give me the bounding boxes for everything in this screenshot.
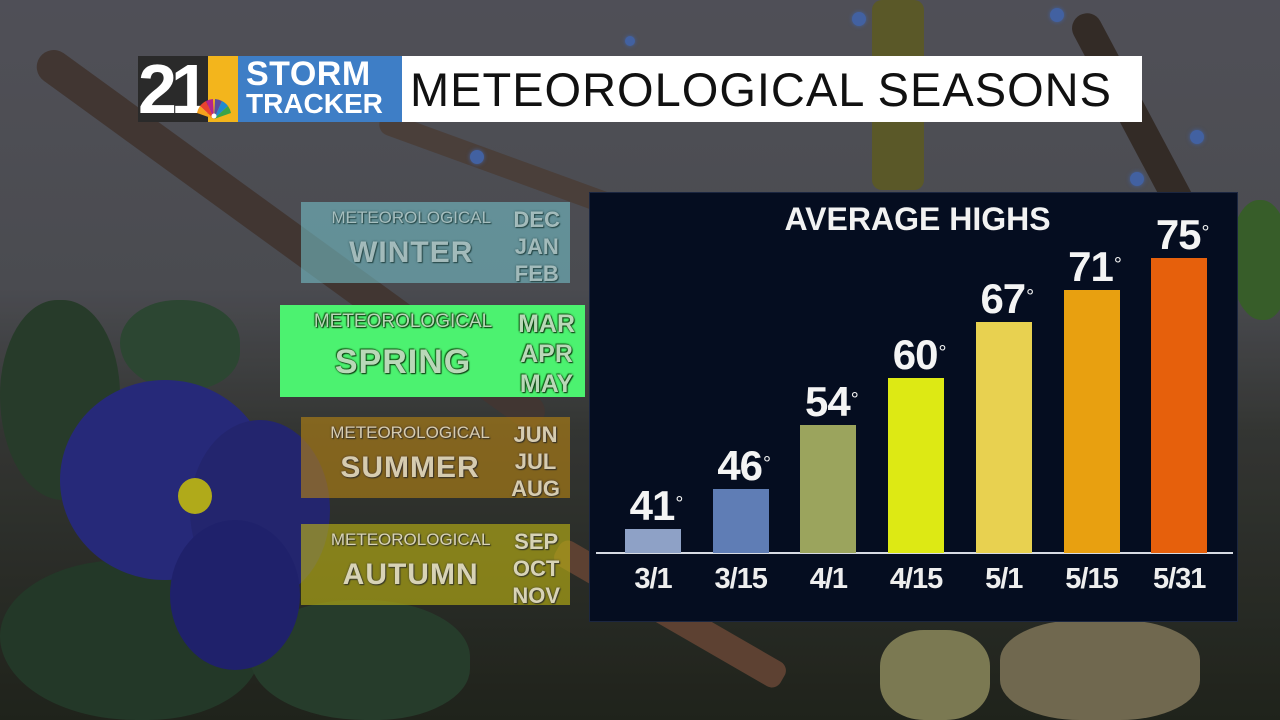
degree-symbol: ° xyxy=(675,493,683,515)
x-tick-label: 3/15 xyxy=(714,563,767,595)
month-label: OCT xyxy=(512,556,560,581)
x-tick-label: 4/1 xyxy=(809,563,848,595)
bar-5-15 xyxy=(1063,289,1120,553)
season-name: AUTUMN xyxy=(342,558,479,591)
bar-value-label: 71° xyxy=(1068,242,1122,290)
season-prefix: METEOROLOGICAL xyxy=(313,311,493,332)
nbc-peacock-icon xyxy=(197,99,231,119)
page-title: METEOROLOGICAL SEASONS xyxy=(410,62,1112,116)
degree-symbol: ° xyxy=(763,453,771,476)
storm-tracker-wordmark: STORM TRACKER xyxy=(238,56,402,122)
x-tick-label: 4/15 xyxy=(889,563,943,595)
station-logo: 21 STORM TRACKER xyxy=(138,56,402,122)
channel-number-badge: 21 xyxy=(138,56,238,122)
bar-value-label: 46° xyxy=(717,442,771,490)
season-months: JUN JUL AUG xyxy=(511,421,560,501)
month-label: JUN xyxy=(513,422,558,447)
season-card-spring: METEOROLOGICAL SPRING MAR APR MAY xyxy=(280,305,585,398)
season-prefix: METEOROLOGICAL xyxy=(330,530,491,549)
season-prefix: METEOROLOGICAL xyxy=(330,423,490,442)
month-label: NOV xyxy=(512,583,560,608)
season-name: SUMMER xyxy=(340,451,480,484)
month-label: MAR xyxy=(518,310,575,338)
bar-5-1 xyxy=(975,321,1032,553)
degree-symbol: ° xyxy=(1201,222,1210,244)
x-tick-label: 5/15 xyxy=(1065,563,1118,595)
month-label: JAN xyxy=(514,234,559,259)
bar-value-label: 60° xyxy=(892,330,947,378)
title-bar: METEOROLOGICAL SEASONS xyxy=(402,56,1142,122)
bar-5-31 xyxy=(1151,258,1208,553)
bar-value-label: 54° xyxy=(805,378,859,426)
bar-3-1 xyxy=(625,529,681,553)
month-label: FEB xyxy=(514,261,559,286)
average-highs-chart: AVERAGE HIGHS 41° 3/1 46° 3/15 54° 4/1 60° 4/15… xyxy=(589,192,1238,622)
bar-value-label: 41° xyxy=(629,482,684,529)
brand-line-1: STORM xyxy=(246,55,371,93)
month-label: APR xyxy=(520,340,573,368)
month-label: AUG xyxy=(511,476,560,501)
month-label: SEP xyxy=(514,529,559,554)
degree-symbol: ° xyxy=(1113,253,1122,276)
season-card-summer: METEOROLOGICAL SUMMER JUN JUL AUG xyxy=(301,417,570,501)
season-card-autumn: METEOROLOGICAL AUTUMN SEP OCT NOV xyxy=(301,524,570,608)
season-months: MAR APR MAY xyxy=(518,309,575,398)
bar-value-label: 67° xyxy=(980,274,1034,322)
x-tick-label: 5/1 xyxy=(985,563,1023,595)
degree-symbol: ° xyxy=(1026,285,1034,308)
degree-symbol: ° xyxy=(850,389,859,412)
bar-4-1 xyxy=(800,425,857,553)
season-months: DEC JAN FEB xyxy=(513,206,560,286)
chart-title: AVERAGE HIGHS xyxy=(784,201,1051,237)
month-label: JUL xyxy=(514,449,557,474)
x-tick-label: 3/1 xyxy=(634,563,672,595)
season-name: WINTER xyxy=(349,236,474,269)
bar-value-label: 75° xyxy=(1155,211,1210,258)
month-label: DEC xyxy=(513,207,560,232)
bar-4-15 xyxy=(888,377,945,553)
month-label: MAY xyxy=(519,370,574,398)
brand-line-2: TRACKER xyxy=(246,88,383,119)
x-tick-label: 5/31 xyxy=(1152,563,1206,595)
chart-baseline xyxy=(596,552,1233,554)
season-card-winter: METEOROLOGICAL WINTER DEC JAN FEB xyxy=(301,202,570,286)
season-name: SPRING xyxy=(334,343,472,381)
season-months: SEP OCT NOV xyxy=(512,528,560,608)
season-prefix: METEOROLOGICAL xyxy=(331,208,492,227)
bar-3-15 xyxy=(712,489,769,553)
degree-symbol: ° xyxy=(938,341,946,364)
